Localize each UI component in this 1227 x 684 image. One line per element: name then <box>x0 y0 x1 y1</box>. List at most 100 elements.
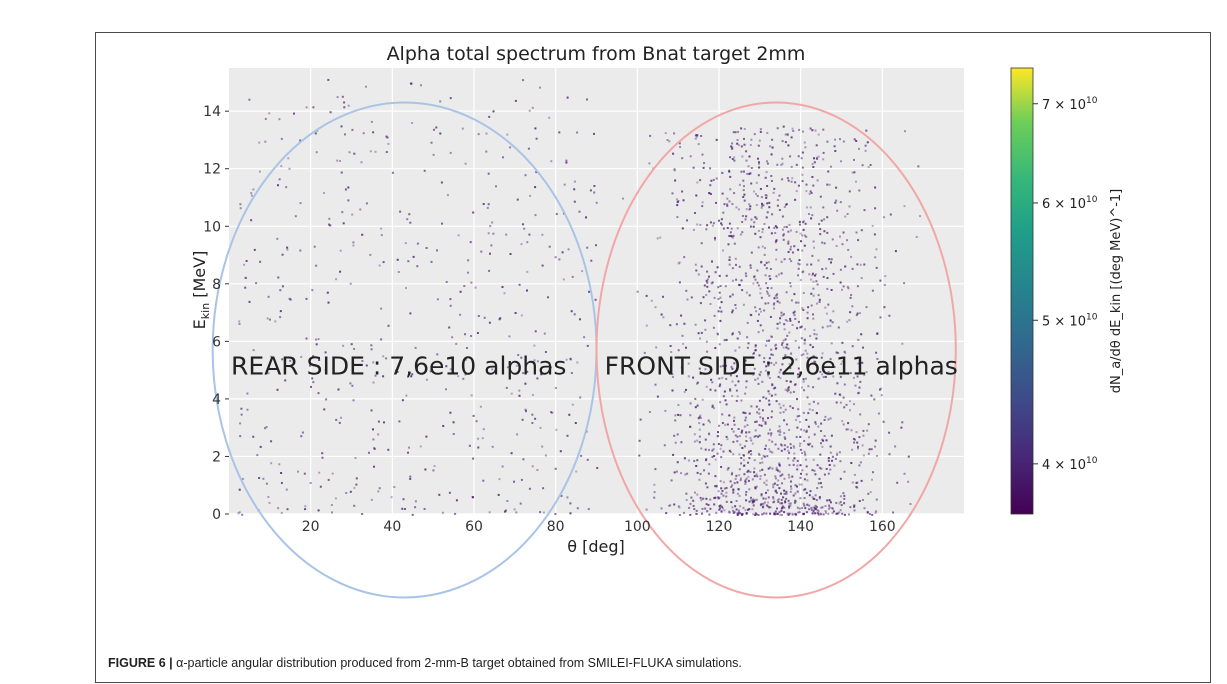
data-point <box>863 263 866 266</box>
data-point <box>760 261 763 264</box>
data-point <box>823 242 826 245</box>
data-point <box>772 303 775 306</box>
data-point <box>728 235 731 237</box>
data-point <box>491 368 494 371</box>
data-point <box>531 422 534 424</box>
data-point <box>239 422 242 425</box>
data-point <box>783 492 786 495</box>
data-point <box>800 337 803 340</box>
data-point <box>757 157 759 160</box>
data-point <box>806 356 809 359</box>
data-point <box>766 287 769 289</box>
data-point <box>340 125 343 128</box>
data-point <box>312 381 315 384</box>
data-point <box>550 366 553 369</box>
data-point <box>845 428 848 431</box>
data-point <box>462 377 465 380</box>
data-point <box>797 155 800 158</box>
data-point <box>768 403 771 406</box>
data-point <box>729 388 732 391</box>
data-point <box>860 277 863 280</box>
data-point <box>780 272 783 275</box>
data-point <box>523 227 526 230</box>
data-point <box>767 432 770 435</box>
data-point <box>735 508 738 511</box>
data-point <box>772 483 775 486</box>
data-point <box>241 477 244 480</box>
data-point <box>894 445 897 448</box>
data-point <box>264 140 267 143</box>
data-point <box>786 134 789 137</box>
data-point <box>746 336 749 339</box>
data-point <box>704 482 707 485</box>
data-point <box>753 352 755 355</box>
data-point <box>520 314 523 317</box>
data-point <box>574 422 577 424</box>
data-point <box>780 260 783 263</box>
data-point <box>796 426 799 429</box>
data-point <box>768 399 771 402</box>
data-point <box>750 138 753 141</box>
data-point <box>749 436 752 439</box>
data-point <box>737 130 740 133</box>
data-point <box>529 194 532 197</box>
data-point <box>763 309 766 312</box>
data-point <box>686 219 688 222</box>
data-point <box>745 431 748 434</box>
data-point <box>803 389 805 392</box>
data-point <box>801 180 804 183</box>
data-point <box>467 271 469 274</box>
data-point <box>492 110 495 113</box>
data-point <box>365 85 367 88</box>
data-point <box>745 477 748 480</box>
data-point <box>573 313 576 316</box>
data-point <box>805 458 807 461</box>
data-point <box>687 459 690 462</box>
data-point <box>833 366 836 368</box>
data-point <box>677 262 680 265</box>
data-point <box>405 287 407 289</box>
data-point <box>457 375 460 378</box>
data-point <box>814 504 817 507</box>
data-point <box>802 270 805 273</box>
data-point <box>775 239 778 242</box>
data-point <box>804 454 807 457</box>
data-point <box>705 279 708 282</box>
data-point <box>783 489 786 492</box>
data-point <box>240 407 243 410</box>
data-point <box>731 267 734 270</box>
data-point <box>250 192 253 195</box>
data-point <box>844 513 846 516</box>
data-point <box>743 137 745 140</box>
data-point <box>783 419 786 422</box>
data-point <box>424 468 427 471</box>
data-point <box>270 440 273 443</box>
data-point <box>758 162 760 165</box>
data-point <box>780 492 782 495</box>
data-point <box>676 204 679 207</box>
data-point <box>744 419 747 422</box>
data-point <box>896 481 899 484</box>
data-point <box>793 513 796 516</box>
data-point <box>671 373 674 376</box>
data-point <box>729 295 732 298</box>
data-point <box>562 278 565 281</box>
data-point <box>738 183 741 186</box>
data-point <box>832 375 835 378</box>
data-point <box>286 248 289 251</box>
data-point <box>874 439 877 442</box>
data-point <box>782 357 785 359</box>
data-point <box>721 413 724 416</box>
data-point <box>730 365 733 368</box>
data-point <box>711 260 713 263</box>
data-point <box>736 481 739 484</box>
data-point <box>723 390 726 393</box>
data-point <box>406 218 409 221</box>
data-point <box>744 272 747 275</box>
data-point <box>788 258 791 260</box>
data-point <box>824 375 827 378</box>
data-point <box>684 473 687 476</box>
data-point <box>863 507 866 510</box>
data-point <box>805 465 808 468</box>
data-point <box>800 325 803 328</box>
